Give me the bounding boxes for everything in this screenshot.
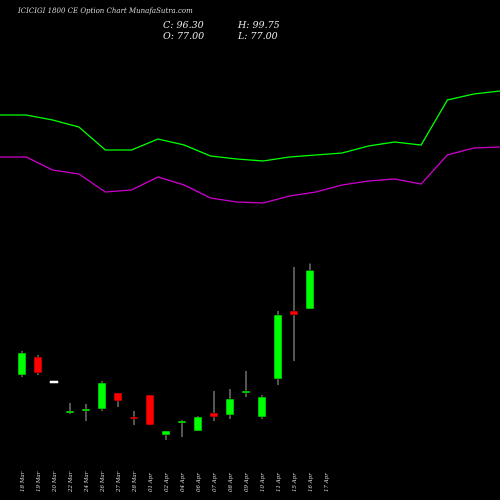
candle-body bbox=[273, 314, 283, 380]
candle-body bbox=[289, 310, 299, 316]
x-tick-label: 28 Mar bbox=[132, 471, 138, 493]
x-tick-label: 04 Apr bbox=[180, 473, 186, 492]
candle-body bbox=[193, 416, 203, 432]
x-tick-label: 18 Mar bbox=[20, 471, 26, 492]
candle-body bbox=[113, 392, 123, 402]
x-tick-label: 08 Apr bbox=[228, 473, 234, 492]
candle-body bbox=[49, 380, 59, 384]
x-tick-label: 27 Mar bbox=[116, 471, 122, 493]
high-value: H: 99.75 bbox=[238, 20, 280, 31]
x-tick-label: 09 Apr bbox=[244, 473, 250, 492]
x-tick-label: 24 Mar bbox=[84, 471, 90, 493]
candle-body bbox=[305, 270, 315, 310]
x-tick-label: 26 Mar bbox=[100, 471, 106, 493]
x-tick-label: 06 Apr bbox=[196, 473, 202, 492]
x-tick-label: 01 Apr bbox=[148, 473, 154, 492]
candle-body bbox=[65, 410, 75, 414]
x-tick-label: 20 Mar bbox=[52, 471, 58, 493]
candle-body bbox=[241, 390, 251, 394]
close-value: C: 96.30 bbox=[163, 20, 204, 31]
x-tick-label: 17 Apr bbox=[324, 473, 330, 492]
candle-body bbox=[225, 398, 235, 416]
x-tick-label: 07 Apr bbox=[212, 473, 218, 492]
open-value: O: 77.00 bbox=[163, 31, 205, 42]
candle-body bbox=[129, 416, 139, 420]
candle-body bbox=[209, 412, 219, 418]
x-tick-label: 02 Apr bbox=[164, 473, 170, 492]
x-tick-label: 15 Apr bbox=[292, 473, 298, 492]
x-tick-label: 22 Mar bbox=[68, 471, 74, 493]
candle-body bbox=[145, 394, 155, 426]
candle-body bbox=[257, 396, 267, 418]
x-tick-label: 10 Apr bbox=[260, 473, 266, 492]
candle-body bbox=[81, 408, 91, 412]
lower-band-line bbox=[0, 146, 500, 204]
x-tick-label: 16 Apr bbox=[308, 473, 314, 492]
candle-body bbox=[161, 430, 171, 436]
x-tick-label: 11 Apr bbox=[276, 473, 282, 492]
candle-body bbox=[177, 420, 187, 424]
low-value: L: 77.00 bbox=[238, 31, 278, 42]
x-tick-label: 19 Mar bbox=[36, 471, 42, 492]
candle-body bbox=[97, 382, 107, 410]
upper-band-line bbox=[0, 90, 500, 162]
chart-title: ICICIGI 1800 CE Option Chart MunafaSutra… bbox=[18, 7, 193, 15]
candle-body bbox=[17, 352, 27, 376]
candle-body bbox=[33, 356, 43, 374]
